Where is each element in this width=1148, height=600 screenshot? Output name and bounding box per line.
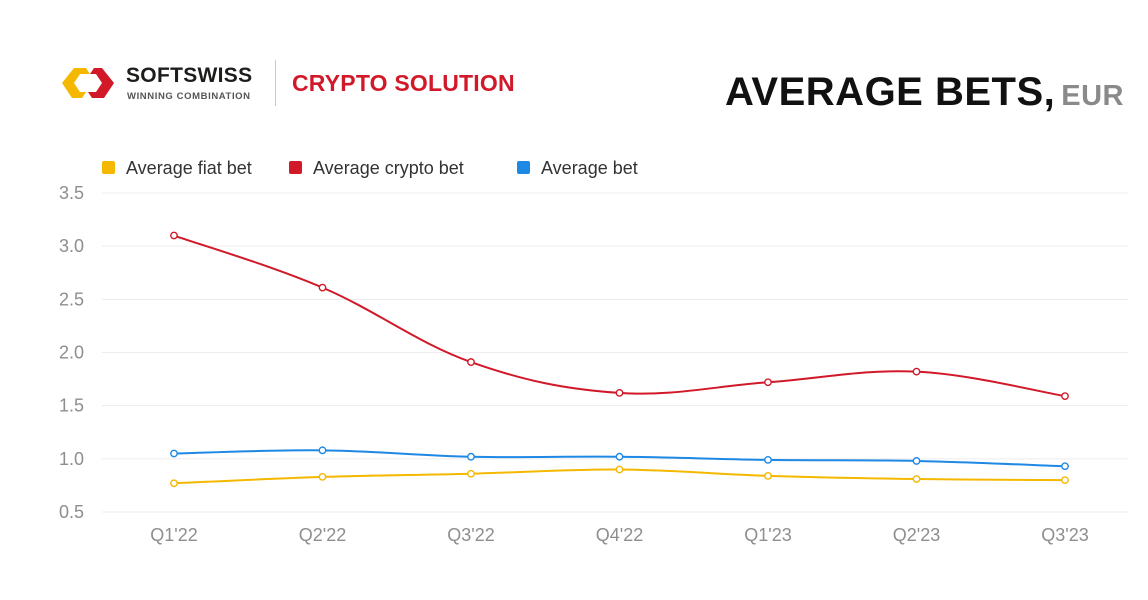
chart-title: AVERAGE BETS, EUR <box>725 70 1124 115</box>
header: SOFTSWISS WINNING COMBINATION CRYPTO SOL… <box>0 0 1148 130</box>
legend-label-crypto: Average crypto bet <box>313 158 464 178</box>
data-point-fiat <box>1061 476 1069 484</box>
data-point-crypto <box>764 378 772 387</box>
x-tick-label: Q4'22 <box>596 525 643 545</box>
header-divider <box>275 60 276 106</box>
legend-item-fiat: Average fiat bet <box>102 158 252 179</box>
legend-label-average: Average bet <box>541 158 638 178</box>
legend-swatch-crypto <box>289 161 302 174</box>
brand-tagline: WINNING COMBINATION <box>127 91 251 102</box>
softswiss-logo-icon <box>62 68 114 98</box>
chart-title-main: AVERAGE BETS, <box>725 70 1056 114</box>
x-tick-label: Q3'22 <box>447 525 494 545</box>
data-point-fiat <box>615 465 624 474</box>
y-tick-label: 2.0 <box>59 343 84 363</box>
brand-name: SOFTSWISS <box>126 64 253 87</box>
x-tick-label: Q1'22 <box>150 525 197 545</box>
chart-title-unit: EUR <box>1061 80 1124 112</box>
legend-item-crypto: Average crypto bet <box>289 158 464 179</box>
data-point-fiat <box>467 469 475 478</box>
data-point-average <box>467 452 475 461</box>
data-point-crypto <box>467 358 475 366</box>
y-tick-label: 0.5 <box>59 502 84 522</box>
data-point-fiat <box>318 473 327 481</box>
data-point-crypto <box>318 283 327 292</box>
x-tick-label: Q1'23 <box>744 525 791 545</box>
data-point-crypto <box>1061 392 1069 400</box>
legend-swatch-fiat <box>102 161 115 174</box>
x-tick-label: Q2'22 <box>299 525 346 545</box>
series-line-crypto <box>173 234 1066 398</box>
data-point-fiat <box>764 471 772 480</box>
x-tick-label: Q3'23 <box>1041 525 1088 545</box>
legend-item-average: Average bet <box>517 158 638 179</box>
data-point-average <box>764 455 772 464</box>
data-point-average <box>318 446 327 455</box>
y-tick-label: 3.0 <box>59 236 84 256</box>
logo-right-chain-icon <box>88 68 114 98</box>
y-tick-label: 2.5 <box>59 289 84 309</box>
data-point-average <box>170 449 178 458</box>
data-point-average <box>1061 462 1069 471</box>
y-tick-label: 1.0 <box>59 449 84 469</box>
legend-swatch-average <box>517 161 530 174</box>
data-point-crypto <box>170 231 178 240</box>
y-tick-label: 3.5 <box>59 183 84 203</box>
data-point-average <box>912 457 921 465</box>
x-tick-label: Q2'23 <box>893 525 940 545</box>
data-point-crypto <box>615 389 624 397</box>
data-point-fiat <box>170 479 178 488</box>
data-point-fiat <box>912 475 921 483</box>
logo-left-chain-icon <box>62 68 90 98</box>
legend-label-fiat: Average fiat bet <box>126 158 252 178</box>
data-point-average <box>615 452 624 461</box>
product-name: CRYPTO SOLUTION <box>292 70 515 96</box>
data-point-crypto <box>912 367 921 376</box>
y-tick-label: 1.5 <box>59 396 84 416</box>
